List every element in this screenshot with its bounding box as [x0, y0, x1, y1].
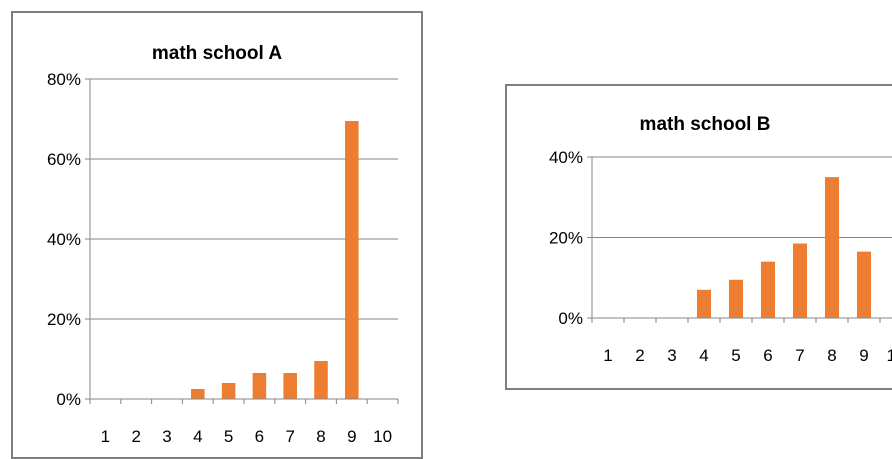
y-tick-label: 0%: [56, 390, 81, 409]
bar-8: [314, 361, 328, 399]
x-tick-label: 4: [699, 346, 708, 365]
x-tick-label: 1: [603, 346, 612, 365]
chart-math-school-a: math school A 0% 20% 40% 60% 80% 1 2 3 4 5 6 7 8 9 10: [11, 11, 423, 459]
y-tick-label: 0%: [558, 309, 583, 328]
y-tick-label: 80%: [47, 70, 81, 89]
x-tick-label: 10: [887, 346, 892, 365]
bar-4: [696, 289, 712, 318]
bar-8: [824, 177, 840, 318]
chart-math-school-b: math school B 0% 20% 40% 1 2 3 4 5 6 7 8 9 10: [505, 84, 892, 390]
x-tick-label: 8: [827, 346, 836, 365]
x-tick-label: 7: [285, 427, 294, 446]
x-tick-label: 6: [763, 346, 772, 365]
x-tick-label: 10: [373, 427, 392, 446]
y-tick-label: 40%: [47, 230, 81, 249]
x-tick-label: 6: [255, 427, 264, 446]
x-tick-label: 5: [731, 346, 740, 365]
bar-6: [252, 373, 267, 399]
bar-chart-plot: 0% 20% 40% 1 2 3 4 5 6 7 8 9 10: [549, 148, 892, 365]
chart-title: math school A: [151, 43, 283, 64]
bar-5: [221, 383, 236, 399]
y-tick-label: 20%: [47, 310, 81, 329]
x-tick-label: 2: [131, 427, 140, 446]
y-tick-label: 20%: [549, 229, 583, 248]
y-tick-label: 60%: [47, 150, 81, 169]
bar-7: [792, 243, 808, 318]
x-tick-label: 4: [193, 427, 202, 446]
x-tick-label: 5: [224, 427, 233, 446]
x-tick-label: 1: [101, 427, 110, 446]
y-tick-label: 40%: [549, 148, 583, 167]
x-tick-label: 3: [667, 346, 676, 365]
bar-7: [283, 373, 297, 399]
x-tick-label: 8: [316, 427, 325, 446]
x-tick-label: 9: [347, 427, 356, 446]
chart-title: math school B: [639, 114, 771, 135]
bar-9: [345, 121, 359, 399]
bar-5: [728, 279, 744, 318]
x-tick-label: 7: [795, 346, 804, 365]
bar-6: [760, 261, 776, 318]
bar-chart-plot: 0% 20% 40% 60% 80% 1 2 3 4 5 6 7 8 9 10: [47, 70, 399, 446]
bar-9: [856, 251, 872, 318]
bar-4: [191, 389, 205, 399]
x-tick-label: 9: [859, 346, 868, 365]
x-tick-label: 3: [162, 427, 171, 446]
x-tick-label: 2: [635, 346, 644, 365]
